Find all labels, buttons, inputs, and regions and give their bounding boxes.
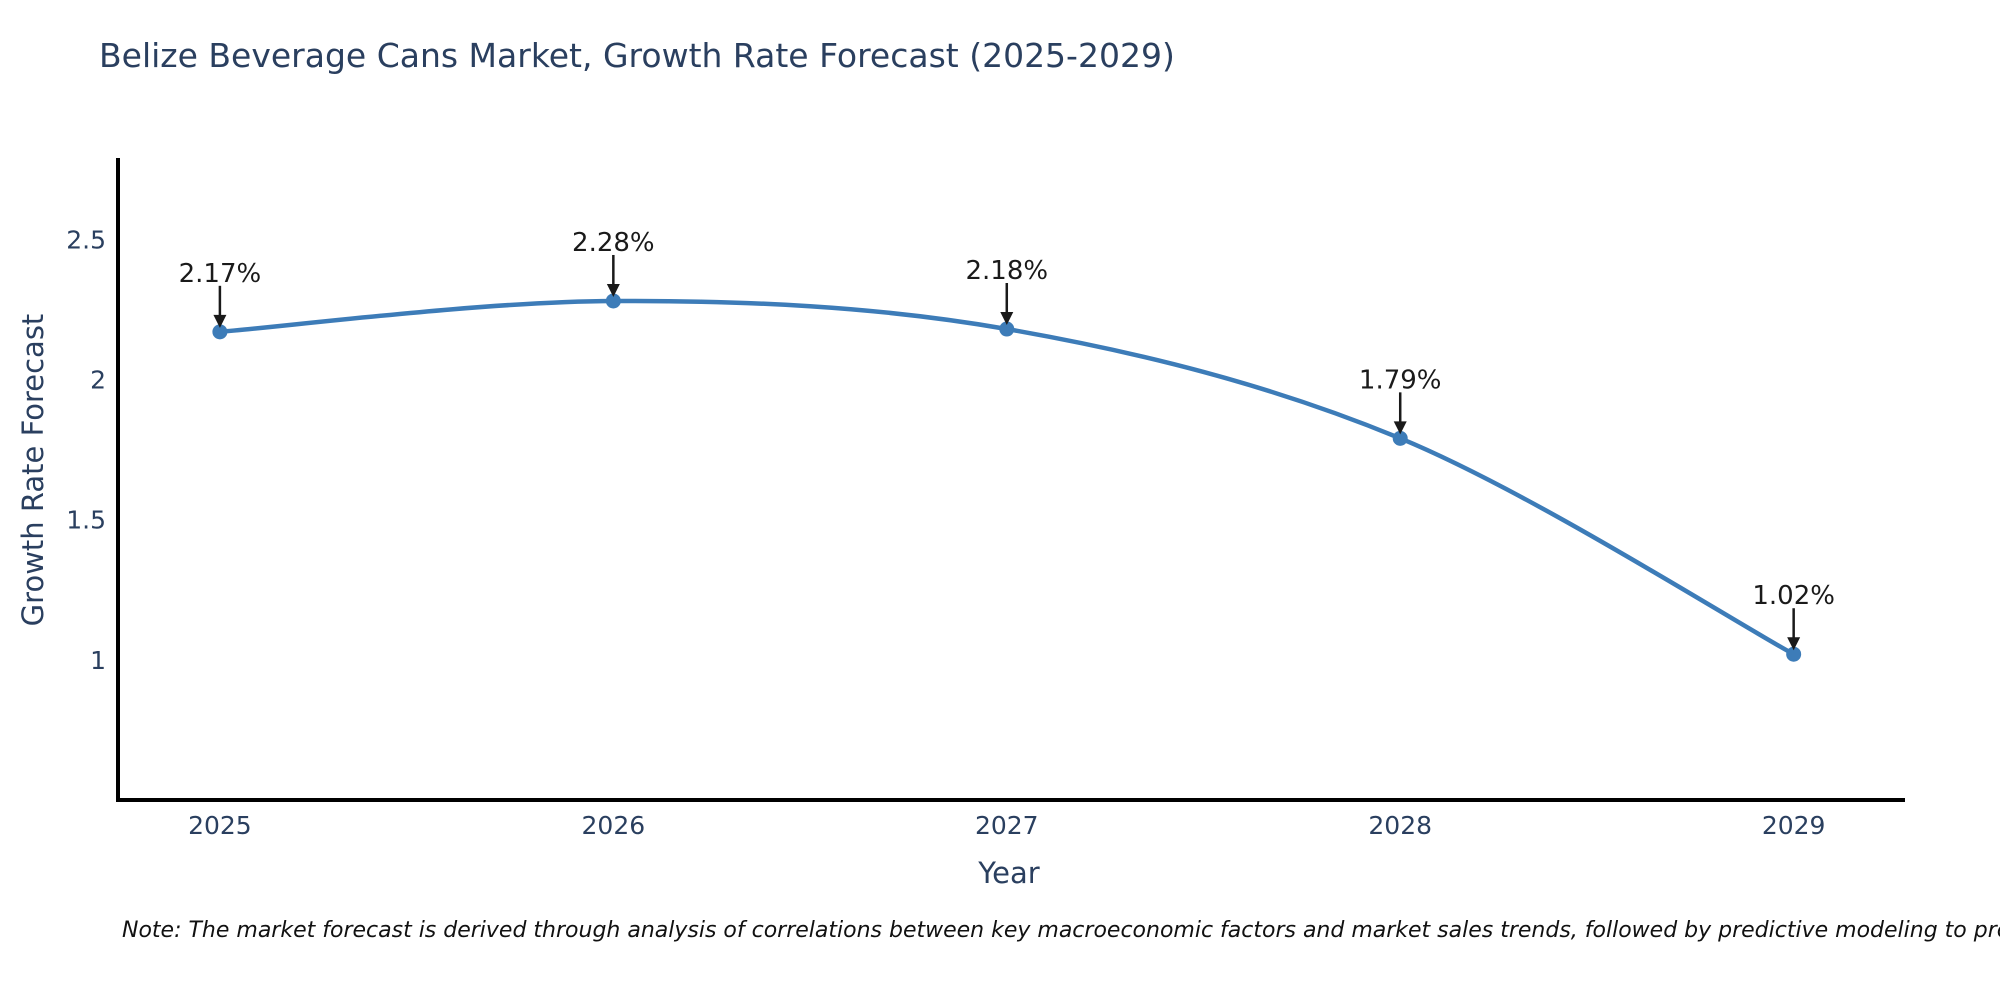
annotation-arrowhead [1393,421,1407,435]
x-tick-label: 2026 [582,811,646,840]
annotation-label: 1.79% [1359,365,1442,395]
x-tick-label: 2027 [975,811,1039,840]
chart-title: Belize Beverage Cans Market, Growth Rate… [99,36,1175,75]
y-tick-label: 2.5 [66,225,106,254]
annotation-arrowhead [1787,637,1801,651]
annotation-arrowhead [213,314,227,328]
data-point-2027[interactable] [999,321,1015,337]
y-tick-label: 1 [90,646,106,675]
y-tick-label: 1.5 [66,506,106,535]
data-point-2026[interactable] [605,293,621,309]
x-tick-label: 2029 [1762,811,1826,840]
y-tick-label: 2 [90,365,106,394]
data-point-2025[interactable] [212,324,228,340]
trend-line [217,298,1796,657]
annotation-arrowhead [1000,312,1014,326]
data-point-2028[interactable] [1392,430,1408,446]
data-point-2029[interactable] [1786,646,1802,662]
annotation-arrowhead [606,283,620,297]
footnote: Note: The market forecast is derived thr… [122,918,2000,943]
x-tick-label: 2025 [188,811,252,840]
annotation-label: 2.18% [965,256,1048,286]
x-axis-title: Year [978,856,1040,890]
annotation-label: 1.02% [1752,581,1835,611]
x-tick-label: 2028 [1368,811,1432,840]
annotation-label: 2.17% [179,259,262,289]
annotation-label: 2.28% [572,228,655,258]
